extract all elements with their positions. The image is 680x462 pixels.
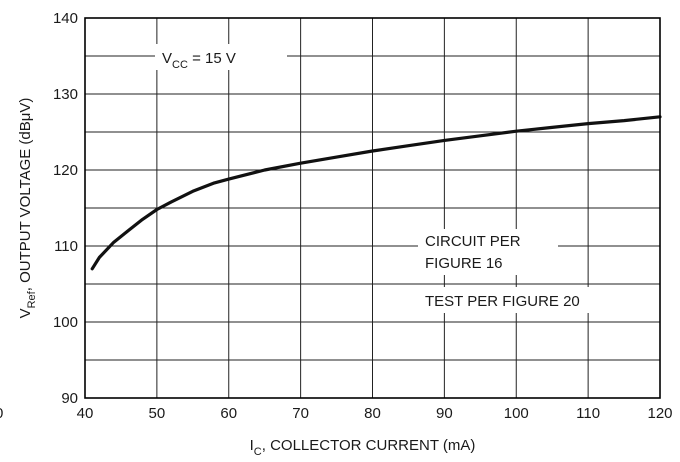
y-tick-label-130: 130 — [53, 86, 78, 103]
x-tick-label-50: 50 — [149, 405, 166, 422]
y-axis-label-main: V — [17, 308, 34, 318]
y-axis-label-rest: , OUTPUT VOLTAGE (dBμV) — [17, 98, 34, 292]
y-axis-label: VRef, OUTPUT VOLTAGE (dBμV) — [17, 98, 38, 319]
y-tick-label-120: 120 — [53, 162, 78, 179]
vcc-note: VCC = 15 V — [162, 50, 236, 71]
vcc-note-sub: CC — [172, 59, 188, 71]
x-axis-label-sub: C — [254, 446, 262, 458]
x-tick-label-70: 70 — [292, 405, 309, 422]
series — [90, 115, 662, 271]
x-axis-label-rest: , COLLECTOR CURRENT (mA) — [262, 437, 476, 454]
x-tick-label-60: 60 — [220, 405, 237, 422]
x-tick-label-120: 120 — [647, 405, 672, 422]
stray-tick-label: 0 — [0, 405, 3, 422]
plot-frame — [84, 17, 661, 399]
circuit-note-line-1: CIRCUIT PER — [425, 233, 521, 250]
x-tick-label-80: 80 — [364, 405, 381, 422]
test-note: TEST PER FIGURE 20 — [425, 293, 580, 310]
x-tick-label-90: 90 — [436, 405, 453, 422]
x-axis-label: IC, COLLECTOR CURRENT (mA) — [250, 437, 476, 458]
vcc-note-main: V — [162, 50, 172, 67]
y-tick-label-140: 140 — [53, 10, 78, 27]
y-axis-label-sub: Ref — [26, 290, 38, 308]
circuit-note-background — [418, 229, 558, 275]
x-tick-label-40: 40 — [77, 405, 94, 422]
x-tick-label-110: 110 — [576, 405, 600, 422]
y-tick-label-90: 90 — [61, 390, 78, 407]
test-note-background — [418, 287, 618, 313]
series-line-0 — [90, 115, 662, 271]
annotations: VCC = 15 V CIRCUIT PER FIGURE 16 TEST PER F… — [155, 44, 618, 313]
vcc-note-background — [155, 44, 287, 70]
y-tick-label-100: 100 — [53, 314, 78, 331]
x-axis-label-main: I — [250, 437, 254, 454]
circuit-note-line-2: FIGURE 16 — [425, 255, 503, 272]
y-tick-label-110: 110 — [54, 238, 78, 255]
tick-labels: 40 50 60 70 80 90 100 110 120 90 100 110 120 130 140 — [53, 10, 673, 422]
grid — [84, 17, 661, 399]
vcc-note-rest: = 15 V — [188, 50, 236, 67]
x-tick-label-100: 100 — [504, 405, 529, 422]
